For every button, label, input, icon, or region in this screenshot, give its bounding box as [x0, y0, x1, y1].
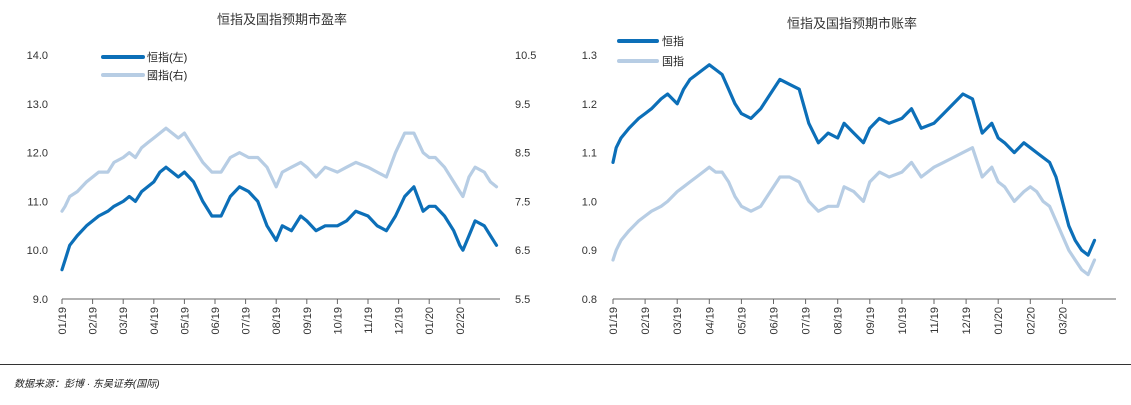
pb-x-tick-label: 04/19: [704, 307, 716, 335]
pe-x-tick-label: 01/19: [57, 307, 69, 335]
pb-chart-title: 恒指及国指预期市账率: [787, 16, 917, 31]
pb-legend-hscei: 国指: [662, 54, 684, 68]
pb-x-tick-label: 12/19: [961, 307, 973, 335]
pe-x-tick-label: 02/19: [88, 307, 100, 335]
pe-y-left-tick: 10.0: [27, 245, 48, 257]
pb-x-tick-label: 05/19: [736, 307, 748, 335]
pb-x-tick-label: 01/20: [993, 307, 1005, 335]
pe-x-tick-label: 07/19: [241, 307, 253, 335]
pe-chart-title: 恒指及国指预期市盈率: [217, 12, 347, 27]
pb-x-tick-label: 08/19: [833, 307, 845, 335]
pe-y-right-tick: 7.5: [515, 196, 530, 208]
pb-series-hsi-line: [611, 63, 1097, 257]
pb-x-tick-label: 11/19: [929, 307, 941, 334]
pb-legend: 恒指 国指: [617, 34, 684, 68]
pb-chart: 恒指及国指预期市账率 0.8 0.9 1.0 1.1 1.2 1.3 01/19 02/19…: [582, 16, 1116, 335]
pb-x-tick-label: 03/19: [672, 307, 684, 335]
pe-series-hscei-line: [60, 126, 499, 213]
pe-x-tick-label: 02/20: [455, 307, 467, 335]
pb-x-tick-label: 09/19: [865, 307, 877, 335]
pe-x-tick-label: 06/19: [210, 307, 222, 335]
pb-y-left-tick: 1.0: [582, 196, 597, 208]
pe-x-tick-label: 08/19: [271, 307, 283, 335]
pe-chart: 恒指及国指预期市盈率 9.0 10.0 11.0 12.0 13.0 14.0 5.5 6.…: [27, 12, 537, 335]
pb-x-tick-label: 01/19: [608, 307, 620, 335]
pe-legend: 恒指(左) 國指(右): [101, 50, 187, 82]
pe-x-tick-label: 10/19: [332, 307, 344, 335]
pb-x-tick-label: 10/19: [897, 307, 909, 335]
pe-y-right-tick: 8.5: [515, 148, 530, 160]
pe-y-left-tick: 9.0: [33, 294, 48, 306]
pe-x-tick-label: 01/20: [424, 307, 436, 335]
data-source-note: 数据来源：彭博 · 东吴证券(国际): [14, 379, 160, 390]
pe-y-left-tick: 12.0: [27, 148, 48, 160]
pb-x-tick-label: 02/20: [1025, 307, 1037, 335]
pe-x-tick-label: 05/19: [179, 307, 191, 335]
pe-x-tick-label: 04/19: [149, 307, 161, 335]
pb-legend-hsi: 恒指: [662, 34, 684, 48]
pb-x-tick-label: 03/20: [1057, 307, 1069, 335]
pe-y-right-tick: 5.5: [515, 294, 530, 306]
pe-y-left-tick: 11.0: [27, 196, 48, 208]
pe-y-right-tick: 10.5: [515, 50, 536, 62]
pe-x-tick-label: 11/19: [363, 307, 375, 334]
pe-y-left-tick: 14.0: [27, 50, 48, 62]
pb-series-hscei-line: [611, 146, 1097, 277]
pe-x-tick-label: 12/19: [394, 307, 406, 335]
pe-series-hsi-line: [60, 165, 499, 272]
pe-legend-hsi: 恒指(左): [147, 50, 187, 64]
pe-y-right-tick: 9.5: [515, 99, 530, 111]
pb-y-left-tick: 1.1: [582, 148, 597, 160]
pb-x-tick-label: 07/19: [801, 307, 813, 335]
pb-x-tick-label: 06/19: [769, 307, 781, 335]
pe-y-left-tick: 13.0: [27, 99, 48, 111]
pb-y-left-tick: 0.9: [582, 245, 597, 257]
pb-y-left-tick: 0.8: [582, 294, 597, 306]
pe-x-tick-label: 03/19: [118, 307, 130, 335]
pe-y-right-tick: 6.5: [515, 245, 530, 257]
footer-divider: [0, 364, 1131, 365]
pb-y-left-tick: 1.3: [582, 50, 597, 62]
pb-y-left-tick: 1.2: [582, 99, 597, 111]
pb-x-tick-label: 02/19: [640, 307, 652, 335]
pe-legend-hscei: 國指(右): [147, 68, 187, 82]
pe-x-tick-label: 09/19: [302, 307, 314, 335]
